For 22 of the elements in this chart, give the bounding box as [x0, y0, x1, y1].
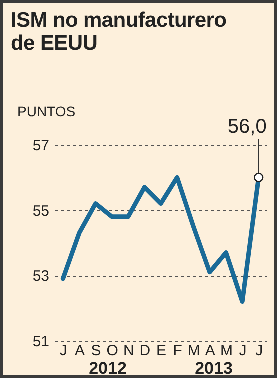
y-tick-label: 53	[32, 268, 50, 286]
x-tick-label: F	[173, 342, 182, 360]
text: 2013	[195, 359, 233, 378]
y-axis-title: PUNTOS	[18, 104, 76, 120]
y-tick-label: 55	[32, 202, 50, 220]
x-tick-label: O	[106, 342, 118, 360]
chart-title: ISM no manufacturero de EEUU	[10, 8, 228, 55]
x-tick-label: S	[91, 342, 102, 360]
x-tick-label: A	[205, 342, 216, 360]
x-tick-label: M	[220, 342, 233, 360]
x-tick-label: M	[188, 342, 200, 360]
x-tick-label: E	[156, 342, 167, 360]
x-tick-label: N	[123, 342, 134, 360]
x-tick-label: D	[140, 342, 151, 360]
y-tick-label: 57	[32, 138, 50, 154]
x-tick-label: A	[74, 342, 85, 360]
x-tick-label: J	[60, 342, 68, 360]
x-tick-label: J	[239, 342, 247, 360]
y-tick-label: 51	[32, 334, 50, 350]
data-label: 56,0	[228, 116, 267, 138]
x-tick-label: J	[256, 342, 264, 360]
text: 2012	[89, 359, 127, 378]
